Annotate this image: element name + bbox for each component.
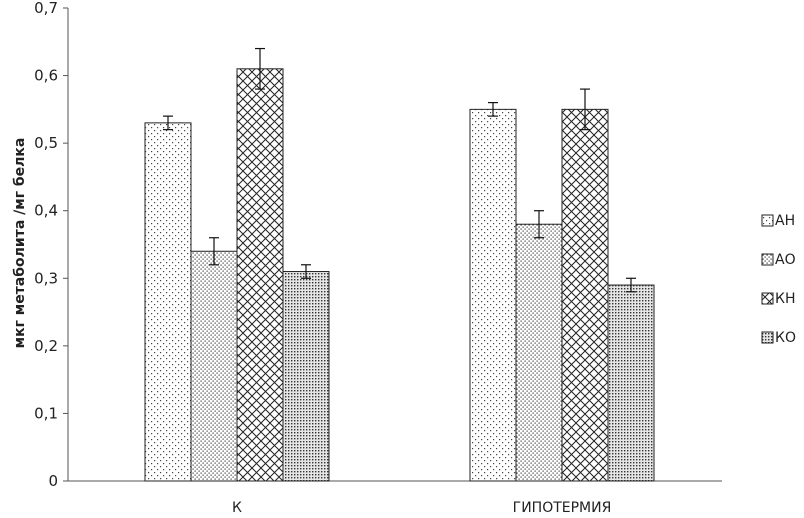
legend-swatch	[761, 214, 774, 227]
error-bars-group	[163, 47, 636, 293]
legend-label: АО	[775, 252, 796, 268]
y-tick-label: 0,6	[34, 67, 58, 85]
bar-АН-1	[469, 108, 517, 482]
bar-КН-1	[561, 108, 609, 482]
x-axis-categories: К ГИПОТЕРМИЯ	[232, 500, 611, 516]
legend-swatch	[761, 253, 774, 266]
bar-КО-0	[282, 271, 330, 482]
legend-swatch	[761, 331, 774, 344]
bars-group	[144, 68, 655, 482]
legend-label: КН	[775, 291, 795, 307]
x-category-label: К	[232, 500, 242, 516]
x-category-label: ГИПОТЕРМИЯ	[513, 500, 612, 516]
bar-КН-0	[236, 68, 284, 482]
bar-КО-1	[607, 284, 655, 482]
y-tick-label: 0,5	[34, 134, 58, 152]
y-tick-label: 0,7	[34, 0, 58, 17]
y-axis-ticks: 0 0,1 0,2 0,3 0,4 0,5 0,6 0,7	[34, 0, 68, 490]
y-tick-label: 0,1	[34, 404, 58, 422]
bar-АО-0	[190, 250, 238, 482]
bar-АН-0	[144, 122, 192, 482]
y-tick-label: 0,2	[34, 337, 58, 355]
legend-swatch	[761, 292, 774, 305]
y-axis-label: мкг метаболита /мг белка	[12, 138, 28, 349]
bar-АО-1	[515, 223, 563, 482]
legend-label: АН	[775, 213, 795, 229]
y-tick-label: 0,4	[34, 202, 58, 220]
legend-label: КО	[775, 330, 796, 346]
legend: АН АО КН КО	[761, 213, 796, 346]
y-tick-label: 0,3	[34, 269, 58, 287]
y-tick-label: 0	[48, 472, 58, 490]
